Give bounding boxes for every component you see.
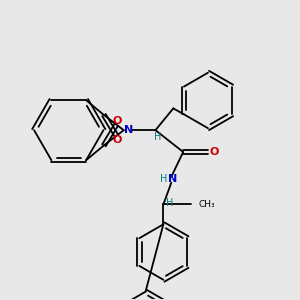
Text: H: H xyxy=(160,174,167,184)
Text: H: H xyxy=(154,132,161,142)
Text: N: N xyxy=(168,174,177,184)
Text: H: H xyxy=(166,197,173,208)
Text: O: O xyxy=(209,147,219,157)
Text: O: O xyxy=(112,135,122,145)
Text: O: O xyxy=(112,116,122,126)
Text: N: N xyxy=(124,125,133,135)
Text: CH₃: CH₃ xyxy=(198,200,215,209)
